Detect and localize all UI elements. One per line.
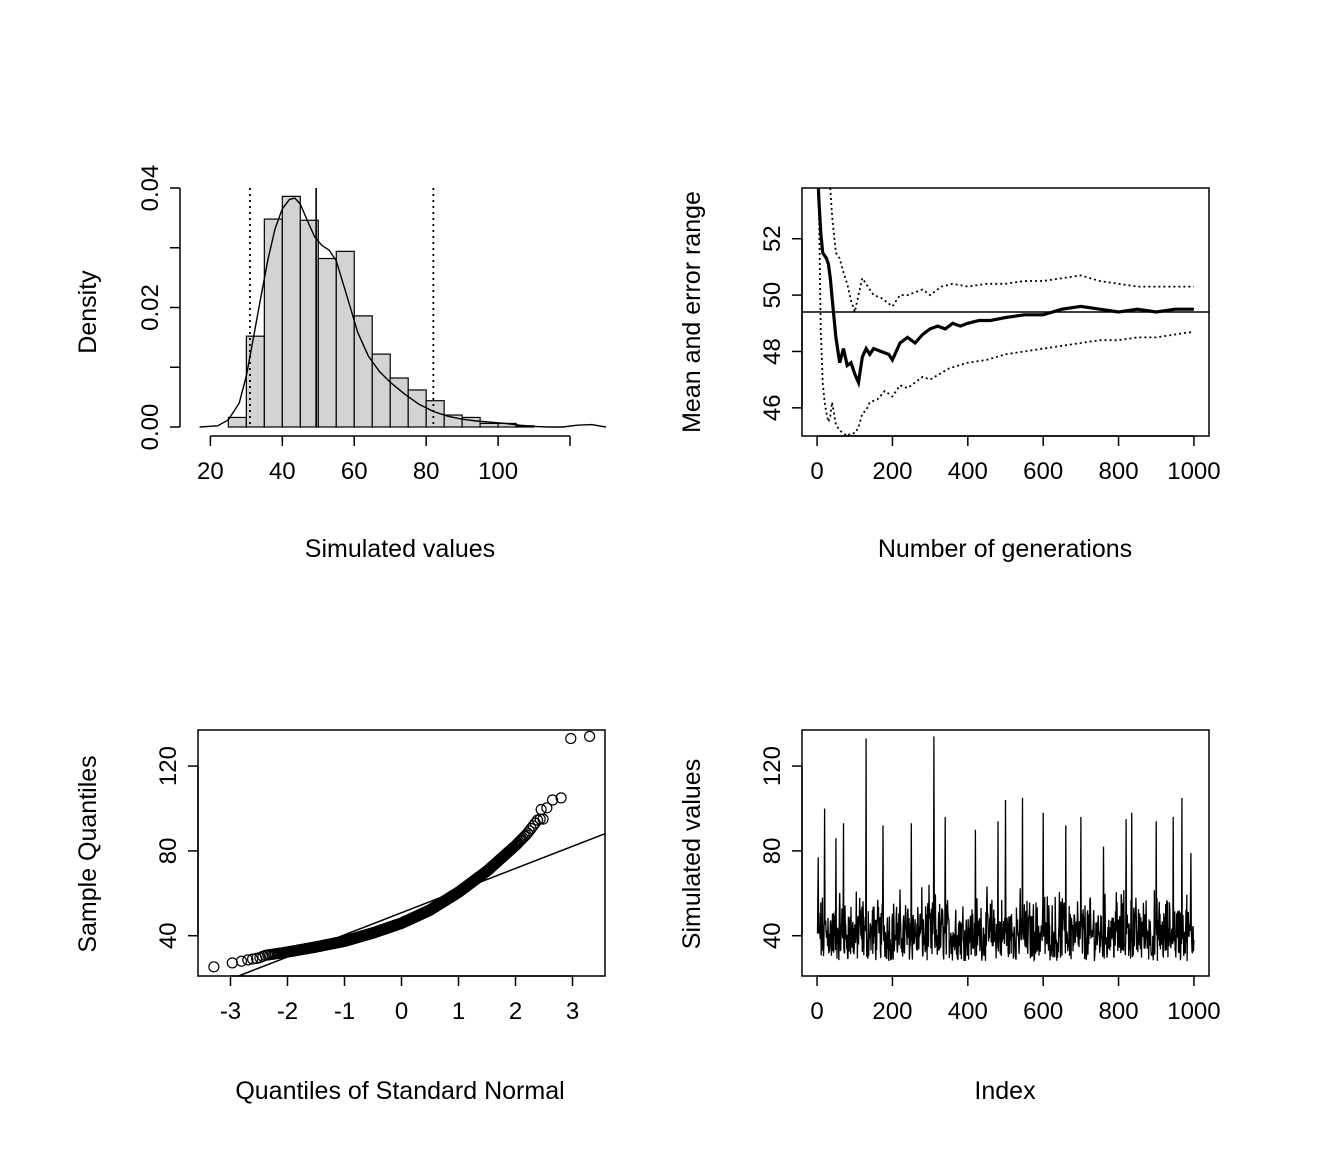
qq-point <box>226 957 238 969</box>
qq-plot-x-tick-label: 0 <box>395 998 408 1025</box>
trace-plot-line <box>816 736 1195 963</box>
qq-reference-line <box>236 833 605 976</box>
running-mean-y-tick-label: 48 <box>759 338 786 365</box>
running-mean-axes: 0 200 400 600 800 1000 46 48 50 52 <box>759 187 1221 485</box>
density-curve <box>199 197 607 428</box>
qq-plot-y-tick-label: 40 <box>155 922 182 949</box>
histogram-bar <box>281 195 301 428</box>
running-mean-x-tick-label: 1000 <box>1167 458 1220 485</box>
qq-point <box>565 732 577 745</box>
histogram-y-tick-label: 0.04 <box>137 165 164 212</box>
trace-plot-y-axis-title: Simulated values <box>678 759 706 949</box>
histogram-bars <box>199 188 607 428</box>
qq-plot-x-tick-label: 3 <box>566 998 579 1025</box>
trace-plot-x-axis-title: Index <box>974 1077 1036 1105</box>
qq-point <box>514 834 527 847</box>
trace-plot-y-tick-label: 80 <box>759 838 786 865</box>
histogram-x-tick-label: 60 <box>341 458 368 485</box>
histogram-y-tick-label: 0.02 <box>137 284 164 331</box>
qq-plot-panel: -3 -2 -1 0 1 2 3 40 80 120 Quantiles of Standard … <box>74 729 606 1105</box>
qq-plot-points <box>208 730 605 976</box>
running-mean-line <box>816 188 1194 389</box>
qq-plot-x-tick-label: 2 <box>509 998 522 1025</box>
qq-plot-y-tick-label: 120 <box>155 746 182 786</box>
running-mean-lines <box>802 188 1209 436</box>
qq-point <box>242 954 254 966</box>
running-mean-y-tick-label: 52 <box>759 225 786 252</box>
qq-plot-y-axis-title: Sample Quantiles <box>74 755 102 952</box>
histogram-x-tick-label: 20 <box>197 458 224 485</box>
qq-plot-x-axis-title: Quantiles of Standard Normal <box>235 1077 564 1105</box>
qq-plot-plot-frame <box>197 729 606 977</box>
trace-plot-axes: 0 200 400 600 800 1000 40 80 120 <box>759 729 1221 1025</box>
histogram-x-tick-label: 100 <box>478 458 518 485</box>
lower-error-line <box>817 188 1195 436</box>
histogram-bar <box>227 416 247 428</box>
histogram-y-axis-title: Density <box>74 270 102 354</box>
trace-plot-panel: 0 200 400 600 800 1000 40 80 120 Index Simulated… <box>678 729 1221 1105</box>
qq-plot-x-tick-label: -2 <box>277 998 298 1025</box>
qq-plot-x-tick-label: -3 <box>220 998 241 1025</box>
histogram-bar <box>263 218 283 428</box>
running-mean-y-tick-label: 46 <box>759 394 786 421</box>
qq-plot-x-tick-label: -1 <box>334 998 355 1025</box>
running-mean-y-axis-title: Mean and error range <box>678 191 706 433</box>
histogram-x-axis-title: Simulated values <box>305 535 495 563</box>
histogram-bar <box>407 389 427 428</box>
running-mean-x-tick-label: 200 <box>872 458 912 485</box>
histogram-bar <box>389 377 409 428</box>
qq-point <box>584 730 596 742</box>
trace-line <box>816 736 1195 963</box>
running-mean-y-tick-label: 50 <box>759 282 786 309</box>
histogram-bar <box>479 422 499 428</box>
qq-point <box>546 794 559 806</box>
trace-plot-x-tick-label: 400 <box>948 998 988 1025</box>
histogram-bar <box>317 257 337 428</box>
histogram-axes: 20 40 60 80 100 0.00 0.02 0.04 <box>137 165 571 485</box>
trace-plot-x-tick-label: 600 <box>1023 998 1063 1025</box>
trace-plot-x-tick-label: 1000 <box>1167 998 1220 1025</box>
histogram-bar <box>353 315 373 428</box>
running-mean-panel: 0 200 400 600 800 1000 46 48 50 52 Number of gene… <box>678 187 1221 563</box>
trace-plot-y-tick-label: 120 <box>759 746 786 786</box>
histogram-x-tick-label: 80 <box>413 458 440 485</box>
histogram-y-tick-label: 0.00 <box>137 404 164 451</box>
running-mean-x-tick-label: 0 <box>810 458 823 485</box>
trace-plot-x-tick-label: 800 <box>1099 998 1139 1025</box>
trace-plot-x-tick-label: 200 <box>872 998 912 1025</box>
running-mean-x-tick-label: 400 <box>948 458 988 485</box>
trace-plot-y-tick-label: 40 <box>759 922 786 949</box>
histogram-panel: 20 40 60 80 100 0.00 0.02 0.04 Simulated values… <box>74 165 607 563</box>
qq-point <box>235 955 248 967</box>
histogram-bar <box>425 400 445 428</box>
qq-plot-y-tick-label: 80 <box>155 838 182 865</box>
running-mean-x-axis-title: Number of generations <box>878 535 1132 563</box>
qq-point <box>535 803 547 816</box>
upper-error-line <box>829 188 1194 316</box>
histogram-bar <box>335 250 355 428</box>
qq-plot-x-tick-label: 1 <box>452 998 465 1025</box>
qq-point <box>555 792 567 804</box>
qq-point <box>247 953 259 965</box>
qq-point <box>208 961 220 973</box>
histogram-bar <box>461 416 481 428</box>
trace-plot-x-tick-label: 0 <box>810 998 823 1025</box>
histogram-x-tick-label: 40 <box>269 458 296 485</box>
qq-plot-axes: -3 -2 -1 0 1 2 3 40 80 120 <box>155 729 606 1025</box>
running-mean-x-tick-label: 600 <box>1023 458 1063 485</box>
running-mean-x-tick-label: 800 <box>1099 458 1139 485</box>
qq-point <box>541 802 553 814</box>
